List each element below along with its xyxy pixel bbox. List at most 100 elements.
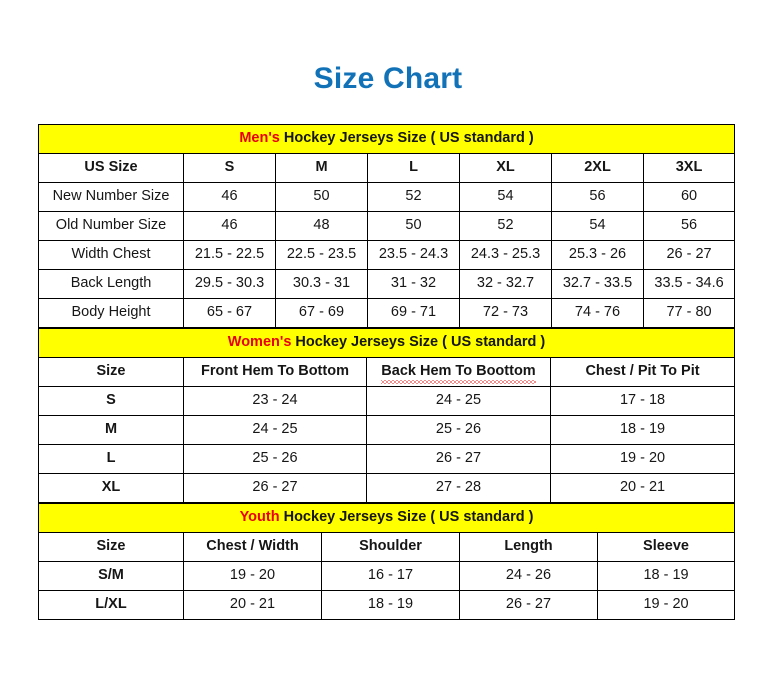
mens-col-header: 3XL <box>642 153 736 183</box>
table-cell: 46 <box>183 211 276 241</box>
row-label: XL <box>38 473 184 503</box>
mens-banner-row: Men's Hockey Jerseys Size ( US standard … <box>37 124 736 154</box>
table-cell: 67 - 69 <box>275 298 368 328</box>
row-label: Back Length <box>38 269 184 299</box>
table-cell: 56 <box>642 211 736 241</box>
table-cell: 19 - 20 <box>183 561 322 591</box>
mens-col-header: S <box>183 153 276 183</box>
youth-col-header: Length <box>459 532 598 562</box>
row-label: L <box>38 444 184 474</box>
womens-banner-rest: Hockey Jerseys Size ( US standard ) <box>291 334 546 351</box>
size-tables-container: Men's Hockey Jerseys Size ( US standard … <box>37 124 736 620</box>
table-row: L 25 - 26 26 - 27 19 - 20 <box>38 444 736 474</box>
table-cell: 50 <box>367 211 460 241</box>
table-cell: 24 - 25 <box>183 415 367 445</box>
table-cell: 30.3 - 31 <box>275 269 368 299</box>
spellcheck-underlined-text: Back Hem To Boottom <box>381 363 537 384</box>
row-label: Width Chest <box>38 240 184 270</box>
table-cell: 17 - 18 <box>549 386 736 416</box>
youth-header-row: Size Chest / Width Shoulder Length Sleev… <box>38 532 736 562</box>
mens-col-header: 2XL <box>551 153 644 183</box>
table-cell: 54 <box>551 211 644 241</box>
womens-col-header: Back Hem To Boottom <box>366 357 551 387</box>
mens-col-header: US Size <box>38 153 184 183</box>
table-cell: 20 - 21 <box>183 590 322 620</box>
table-cell: 69 - 71 <box>367 298 460 328</box>
mens-banner-cell: Men's Hockey Jerseys Size ( US standard … <box>37 124 736 154</box>
youth-banner-rest: Hockey Jerseys Size ( US standard ) <box>279 509 534 526</box>
table-cell: 25 - 26 <box>183 444 367 474</box>
table-row: S 23 - 24 24 - 25 17 - 18 <box>38 386 736 416</box>
table-row: L/XL 20 - 21 18 - 19 26 - 27 19 - 20 <box>38 590 736 620</box>
table-cell: 32 - 32.7 <box>459 269 552 299</box>
table-cell: 26 - 27 <box>642 240 736 270</box>
mens-banner-accent: Men's <box>239 130 280 147</box>
table-cell: 27 - 28 <box>366 473 551 503</box>
table-cell: 50 <box>275 182 368 212</box>
mens-header-row: US Size S M L XL 2XL 3XL <box>38 153 736 183</box>
youth-banner-row: Youth Hockey Jerseys Size ( US standard … <box>37 503 736 533</box>
table-cell: 32.7 - 33.5 <box>551 269 644 299</box>
table-cell: 19 - 20 <box>549 444 736 474</box>
row-label: M <box>38 415 184 445</box>
mens-size-table: Men's Hockey Jerseys Size ( US standard … <box>37 124 736 328</box>
table-cell: 26 - 27 <box>459 590 598 620</box>
row-label: S <box>38 386 184 416</box>
table-row: Old Number Size 46 48 50 52 54 56 <box>38 211 736 241</box>
row-label: L/XL <box>38 590 184 620</box>
womens-banner-row: Women's Hockey Jerseys Size ( US standar… <box>37 328 736 358</box>
table-cell: 54 <box>459 182 552 212</box>
table-cell: 29.5 - 30.3 <box>183 269 276 299</box>
table-cell: 23 - 24 <box>183 386 367 416</box>
row-label: New Number Size <box>38 182 184 212</box>
table-cell: 46 <box>183 182 276 212</box>
table-cell: 31 - 32 <box>367 269 460 299</box>
table-cell: 24 - 25 <box>366 386 551 416</box>
womens-header-row: Size Front Hem To Bottom Back Hem To Boo… <box>38 357 736 387</box>
table-cell: 22.5 - 23.5 <box>275 240 368 270</box>
mens-col-header: L <box>367 153 460 183</box>
row-label: S/M <box>38 561 184 591</box>
table-row: Body Height 65 - 67 67 - 69 69 - 71 72 -… <box>38 298 736 328</box>
table-cell: 33.5 - 34.6 <box>642 269 736 299</box>
youth-col-header: Shoulder <box>321 532 460 562</box>
youth-col-header: Sleeve <box>596 532 736 562</box>
table-cell: 24 - 26 <box>459 561 598 591</box>
table-cell: 77 - 80 <box>642 298 736 328</box>
table-cell: 65 - 67 <box>183 298 276 328</box>
youth-col-header: Size <box>38 532 184 562</box>
mens-banner-rest: Hockey Jerseys Size ( US standard ) <box>279 130 534 147</box>
row-label: Old Number Size <box>38 211 184 241</box>
table-cell: 52 <box>459 211 552 241</box>
table-row: Back Length 29.5 - 30.3 30.3 - 31 31 - 3… <box>38 269 736 299</box>
table-cell: 18 - 19 <box>596 561 736 591</box>
table-cell: 18 - 19 <box>321 590 460 620</box>
table-cell: 26 - 27 <box>366 444 551 474</box>
table-cell: 23.5 - 24.3 <box>367 240 460 270</box>
youth-col-header: Chest / Width <box>183 532 322 562</box>
womens-size-table: Women's Hockey Jerseys Size ( US standar… <box>37 328 736 503</box>
womens-banner-accent: Women's <box>227 334 292 351</box>
table-cell: 16 - 17 <box>321 561 460 591</box>
table-cell: 48 <box>275 211 368 241</box>
page-title: Size Chart <box>313 62 463 95</box>
table-cell: 18 - 19 <box>549 415 736 445</box>
table-cell: 52 <box>367 182 460 212</box>
womens-banner-cell: Women's Hockey Jerseys Size ( US standar… <box>37 328 736 358</box>
womens-col-header: Size <box>38 357 184 387</box>
table-row: M 24 - 25 25 - 26 18 - 19 <box>38 415 736 445</box>
table-row: Width Chest 21.5 - 22.5 22.5 - 23.5 23.5… <box>38 240 736 270</box>
table-cell: 26 - 27 <box>183 473 367 503</box>
table-cell: 74 - 76 <box>551 298 644 328</box>
table-cell: 25 - 26 <box>366 415 551 445</box>
table-row: XL 26 - 27 27 - 28 20 - 21 <box>38 473 736 503</box>
youth-banner-accent: Youth <box>239 509 280 526</box>
table-cell: 20 - 21 <box>549 473 736 503</box>
mens-col-header: XL <box>459 153 552 183</box>
table-cell: 60 <box>642 182 736 212</box>
womens-col-header: Chest / Pit To Pit <box>549 357 736 387</box>
table-cell: 72 - 73 <box>459 298 552 328</box>
table-cell: 21.5 - 22.5 <box>183 240 276 270</box>
womens-col-header: Front Hem To Bottom <box>183 357 367 387</box>
